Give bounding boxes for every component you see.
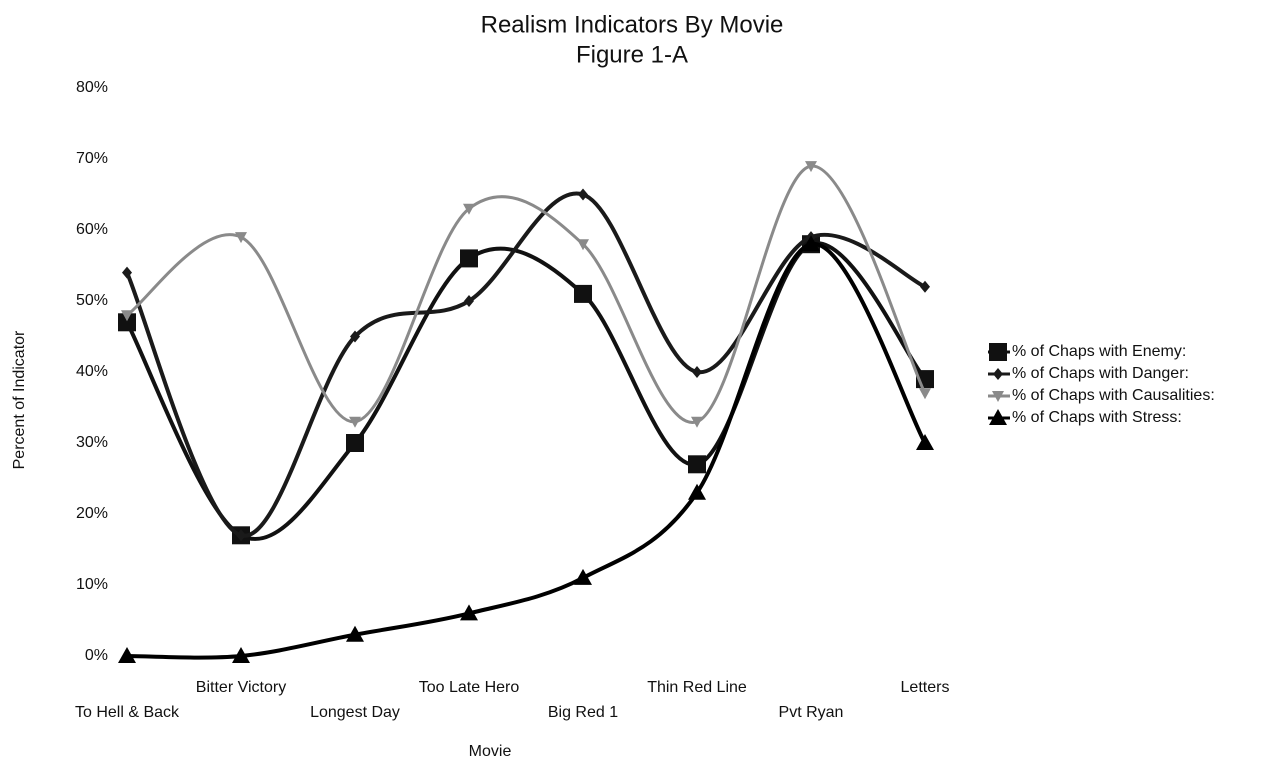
chart-subtitle: Figure 1-A [576, 41, 688, 68]
x-tick-label: Big Red 1 [548, 704, 618, 721]
y-tick-label: 60% [76, 221, 108, 238]
x-tick-label: Pvt Ryan [779, 704, 844, 721]
point [350, 330, 360, 343]
point [692, 366, 702, 378]
x-tick-label: Letters [901, 679, 950, 696]
x-tick-label: Too Late Hero [419, 679, 520, 696]
series-line [126, 242, 927, 660]
y-tick-label: 80% [76, 79, 108, 96]
y-axis-title: Percent of Indicator [11, 330, 28, 469]
point [460, 604, 478, 621]
point [463, 203, 475, 215]
point [122, 266, 132, 279]
series-line [125, 241, 927, 541]
point [346, 625, 364, 642]
x-tick-label: To Hell & Back [75, 704, 180, 721]
point [235, 232, 247, 244]
y-tick-label: 30% [76, 434, 108, 451]
point [916, 434, 934, 450]
point [577, 239, 589, 251]
point [349, 416, 361, 428]
point [232, 647, 250, 663]
series-line [126, 164, 927, 424]
y-tick-label: 40% [76, 363, 108, 380]
point [691, 416, 703, 428]
point [346, 434, 364, 452]
point [688, 483, 706, 500]
point [118, 313, 136, 332]
y-tick-label: 0% [85, 647, 108, 664]
point [574, 568, 592, 585]
x-tick-label: Thin Red Line [647, 679, 747, 696]
legend-label: % of Chaps with Causalities: [1012, 387, 1215, 404]
point [919, 388, 931, 400]
y-tick-label: 10% [76, 576, 108, 593]
y-tick-label: 20% [76, 505, 108, 522]
point [688, 455, 706, 474]
x-axis-title: Movie [469, 743, 512, 760]
point [121, 310, 133, 322]
point [118, 647, 136, 663]
legend-label: % of Chaps with Stress: [1012, 409, 1182, 426]
y-tick-label: 70% [76, 150, 108, 167]
point [578, 188, 588, 201]
chart-title: Realism Indicators By Movie [481, 11, 784, 38]
point [920, 280, 930, 293]
point [460, 249, 478, 268]
legend-label: % of Chaps with Enemy: [1012, 343, 1186, 360]
x-tick-label: Longest Day [310, 704, 400, 721]
point [236, 529, 246, 542]
point [805, 161, 817, 173]
point [802, 235, 820, 252]
point [574, 284, 592, 303]
y-tick-label: 50% [76, 292, 108, 309]
x-tick-label: Bitter Victory [196, 679, 286, 696]
point [464, 295, 474, 307]
legend-label: % of Chaps with Danger: [1012, 365, 1189, 382]
